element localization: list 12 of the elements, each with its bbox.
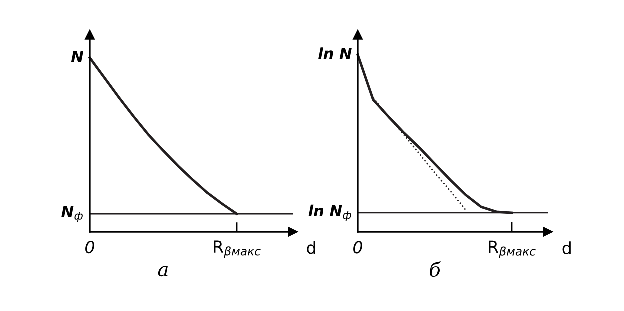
- x-axis-title: d: [562, 242, 571, 255]
- ref-line-label: N$_{ф}$: [62, 206, 83, 222]
- x-axis-title: d: [307, 241, 316, 254]
- text: R$_{βмакс}$: [489, 240, 536, 258]
- text: 0: [86, 240, 94, 254]
- ref-line-label: ln N$_{ф}$: [308, 204, 352, 222]
- text: R$_{βмакс}$: [214, 240, 261, 258]
- y-axis-title: ln N: [318, 48, 352, 60]
- text: а: [158, 266, 168, 277]
- text: 0: [354, 241, 362, 254]
- y-axis-title: N: [71, 51, 84, 62]
- text: б: [430, 262, 441, 278]
